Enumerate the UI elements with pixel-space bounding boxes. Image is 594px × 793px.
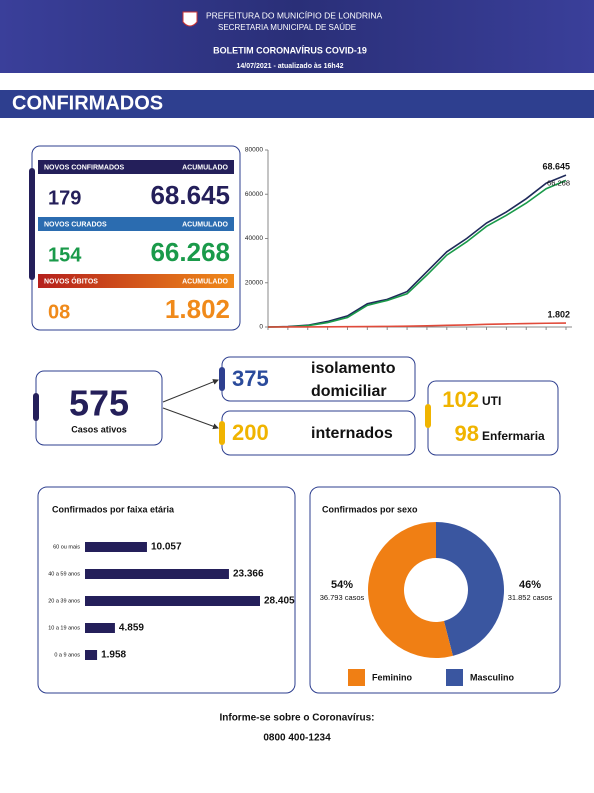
footer: Informe-se sobre o Coronavírus:	[219, 713, 374, 724]
icu-value: 102	[442, 387, 479, 412]
value-label: 1.958	[101, 650, 126, 661]
stat-header	[38, 217, 234, 231]
icu-label: UTI	[482, 394, 501, 408]
stat-label: NOVOS ÓBITOS	[44, 276, 98, 285]
arrow	[162, 407, 219, 430]
y-tick-label: 20000	[245, 279, 263, 286]
phone: 0800 400-1234	[263, 733, 331, 744]
date: 14/07/2021 - atualizado às 16h42	[236, 63, 343, 70]
org1: PREFEITURA DO MUNICÍPIO DE LONDRINA	[206, 10, 382, 20]
series-line	[267, 179, 567, 328]
stat-new: 08	[48, 301, 70, 323]
donut-slice	[368, 522, 453, 659]
category-label: 20 a 39 anos	[48, 598, 80, 604]
arrow	[162, 379, 219, 403]
y-tick-label: 40000	[245, 235, 263, 242]
section-band	[0, 90, 594, 118]
category-label: 60 ou mais	[53, 544, 80, 550]
stat-header	[38, 160, 234, 174]
active-accent	[33, 393, 39, 421]
value-label: 23.366	[233, 569, 264, 580]
home-label: isolamento	[311, 360, 396, 377]
y-tick-label: 80000	[245, 147, 263, 154]
stat-total: 66.268	[150, 237, 230, 267]
value-label: 46%	[519, 579, 541, 591]
stat-total: 68.645	[150, 180, 230, 210]
org2: SECRETARIA MUNICIPAL DE SAÚDE	[218, 23, 356, 32]
sex-title: Confirmados por sexo	[322, 504, 418, 514]
value-label: 54%	[331, 579, 353, 591]
series-line	[267, 174, 567, 328]
bar	[85, 650, 98, 660]
legend-label: Feminino	[372, 672, 413, 682]
bar	[85, 596, 260, 606]
y-tick-label: 60000	[245, 191, 263, 198]
stat-acc-label: ACUMULADO	[182, 278, 228, 285]
home-accent	[219, 367, 225, 391]
title: BOLETIM CORONAVÍRUS COVID-19	[213, 45, 367, 55]
value-label: 28.405	[264, 596, 295, 607]
hosp-label: internados	[311, 425, 393, 442]
sub-label: 31.852 casos	[508, 593, 553, 602]
stat-acc-label: ACUMULADO	[182, 221, 228, 228]
sex-panel	[309, 486, 561, 694]
category-label: 10 a 19 anos	[48, 625, 80, 631]
end-label: 68.645	[542, 161, 570, 171]
stats-accent	[29, 168, 35, 280]
end-label: 1.802	[547, 309, 570, 319]
hosp-value: 200	[232, 420, 269, 445]
active-label: Casos ativos	[71, 424, 127, 434]
legend-swatch	[348, 669, 365, 686]
y-tick-label: 0	[259, 324, 263, 331]
home-label: domiciliar	[311, 383, 387, 400]
stat-total: 1.802	[165, 294, 230, 324]
age-title: Confirmados por faixa etária	[52, 504, 175, 514]
active-total: 575	[69, 383, 129, 424]
crest	[182, 11, 198, 27]
legend-label: Masculino	[470, 672, 515, 682]
bar	[85, 569, 229, 579]
value-label: 10.057	[151, 542, 182, 553]
header-band	[0, 0, 594, 73]
stat-label: NOVOS CURADOS	[44, 221, 107, 228]
stat-acc-label: ACUMULADO	[182, 164, 228, 171]
legend-swatch	[446, 669, 463, 686]
sub-label: 36.793 casos	[320, 593, 365, 602]
ward-label: Enfermaria	[482, 429, 545, 443]
age-panel	[37, 486, 296, 694]
stat-new: 154	[48, 244, 82, 266]
bar	[85, 542, 147, 552]
section-title: CONFIRMADOS	[12, 92, 163, 114]
value-label: 4.859	[119, 623, 144, 634]
stat-header	[38, 274, 234, 288]
home-value: 375	[232, 366, 269, 391]
stat-new: 179	[48, 187, 81, 209]
hosp-accent	[219, 421, 225, 445]
bar	[85, 623, 115, 633]
category-label: 40 a 59 anos	[48, 571, 80, 577]
ward-value: 98	[455, 421, 479, 446]
beds-accent	[425, 404, 431, 428]
stat-label: NOVOS CONFIRMADOS	[44, 164, 124, 171]
category-label: 0 a 9 anos	[54, 652, 80, 658]
series-line	[267, 322, 567, 328]
donut-slice	[436, 522, 504, 656]
end-label: 66.268	[547, 178, 570, 187]
